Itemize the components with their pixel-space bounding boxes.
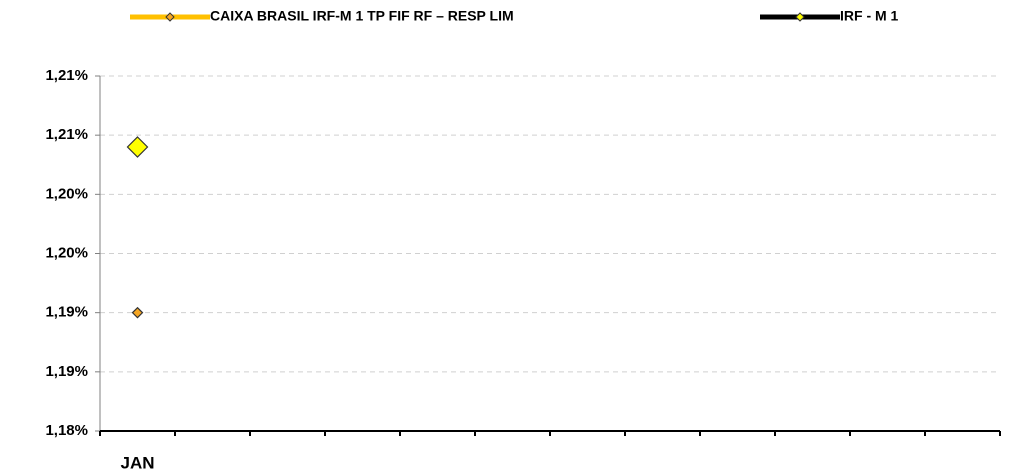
y-tick-label: 1,18% — [45, 422, 88, 439]
legend-label: CAIXA BRASIL IRF-M 1 TP FIF RF – RESP LI… — [210, 8, 514, 24]
x-tick-label: JAN — [120, 453, 154, 472]
y-tick-label: 1,21% — [45, 126, 88, 143]
point — [131, 306, 144, 319]
y-tick-label: 1,20% — [45, 185, 88, 202]
y-tick-label: 1,20% — [45, 244, 88, 261]
y-tick-label: 1,19% — [45, 304, 88, 321]
y-tick-label: 1,19% — [45, 363, 88, 380]
legend-marker — [165, 12, 175, 22]
legend-marker — [795, 12, 805, 22]
y-tick-label: 1,21% — [45, 67, 88, 84]
legend-label: IRF - M 1 — [840, 8, 899, 24]
point — [126, 136, 149, 158]
